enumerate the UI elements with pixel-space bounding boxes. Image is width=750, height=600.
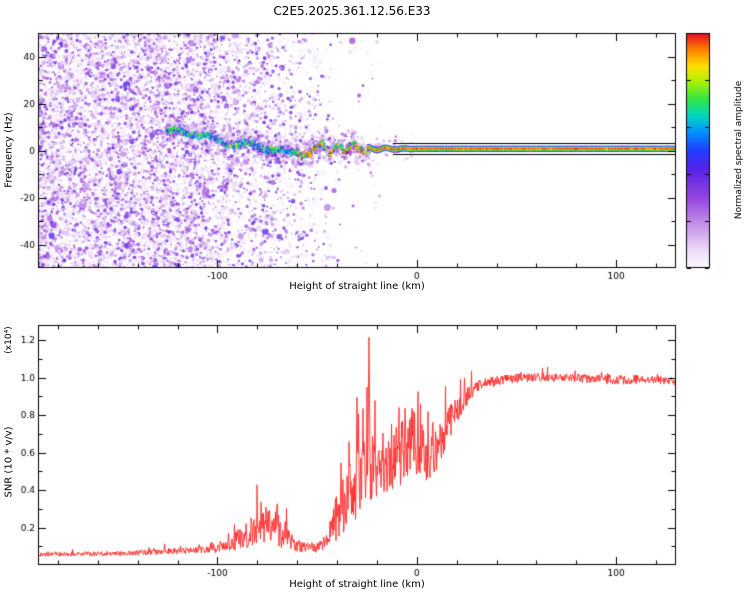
spectrogram-y-axis-label: Frequency (Hz) bbox=[3, 112, 15, 188]
figure-title: C2E5.2025.361.12.56.E33 bbox=[273, 4, 431, 18]
snr-scale-note: (x10⁴) bbox=[4, 326, 14, 354]
snr-x-axis-label: Height of straight line (km) bbox=[289, 579, 425, 590]
spectrogram-x-axis-label: Height of straight line (km) bbox=[289, 281, 425, 292]
snr-y-axis-label: SNR (10 * v/v) bbox=[3, 426, 15, 498]
colorbar-label: Normalized spectral amplitude bbox=[734, 80, 744, 220]
